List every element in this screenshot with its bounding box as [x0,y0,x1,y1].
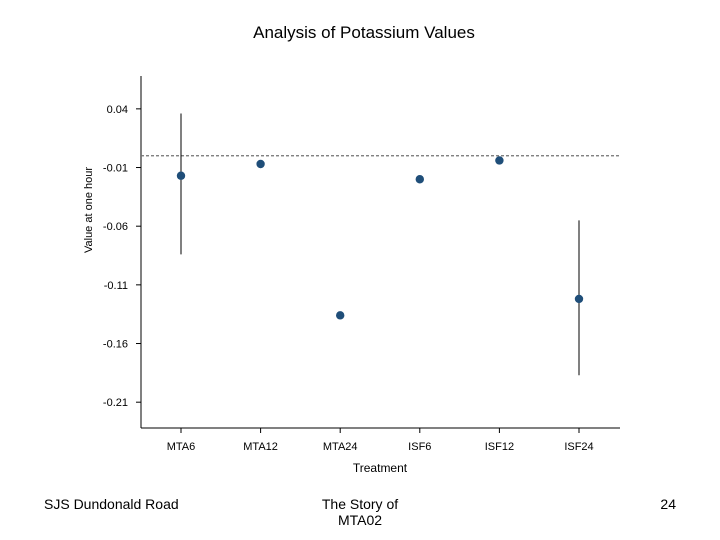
data-point [256,159,265,169]
data-point [495,156,504,165]
x-tick-label: MTA6 [167,441,196,453]
x-tick-label: MTA24 [323,441,358,453]
footer-center: The Story of MTA02 [321,496,399,528]
y-tick-label: -0.11 [104,280,128,292]
x-tick-label: ISF24 [564,441,593,453]
y-tick-label: -0.16 [103,339,128,351]
data-point [336,311,345,320]
x-axis-label: Treatment [353,461,408,475]
x-ticks: MTA6 MTA12 MTA24 ISF6 ISF12 ISF24 [167,428,594,453]
y-ticks: 0.04 -0.01 -0.06 -0.11 -0.16 -0.21 [103,104,141,409]
y-tick-label: -0.21 [103,397,128,409]
x-tick-label: ISF12 [485,441,514,453]
y-tick-label: 0.04 [107,104,128,116]
y-axis-label: Value at one hour [83,167,95,253]
y-tick-label: -0.06 [103,221,128,233]
x-tick-label: MTA12 [243,441,278,453]
data-point [176,171,186,180]
data-points [176,156,584,320]
page-number: 24 [660,496,676,512]
footer-left: SJS Dundonald Road [44,496,179,512]
data-point [574,294,584,304]
data-point [415,175,424,184]
x-tick-label: ISF6 [408,441,431,453]
chart-title: Analysis of Potassium Values [253,23,475,42]
error-bars [180,113,580,376]
y-tick-label: -0.01 [103,163,128,175]
